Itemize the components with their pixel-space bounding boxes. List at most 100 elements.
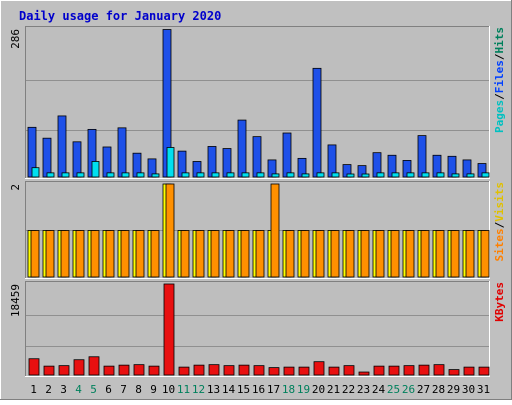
bar-kbytes-day-23 [358,371,370,376]
x-tick-label: 7 [120,383,127,396]
x-tick-label: 30 [462,383,475,396]
legend-entry: Pages [493,100,506,133]
panel-bars [28,283,490,376]
bar-sites-day-4 [75,230,85,278]
bar-pages-day-11 [181,172,190,178]
x-tick-label: 31 [477,383,490,396]
x-tick-label: 23 [357,383,370,396]
bar-pages-day-9 [151,173,160,178]
panel-legend: Sites/Visits [493,182,506,262]
bar-pages-day-30 [466,173,475,178]
bar-pages-day-23 [361,173,370,178]
bar-pages-day-6 [106,172,115,178]
bar-kbytes-day-24 [373,365,385,376]
legend-entry: / [493,221,506,228]
bar-pages-day-19 [301,173,310,178]
bar-sites-day-29 [450,230,460,278]
x-tick-label: 16 [252,383,265,396]
x-tick-label: 5 [90,383,97,396]
bar-sites-day-24 [375,230,385,278]
bar-files-day-4 [72,141,82,178]
bar-pages-day-18 [286,172,295,178]
bar-sites-day-28 [435,230,445,278]
x-tick-label: 29 [447,383,460,396]
bar-kbytes-day-18 [283,366,295,376]
bar-pages-day-13 [211,172,220,178]
bar-files-day-2 [42,137,52,178]
x-tick-label: 17 [267,383,280,396]
bar-pages-day-5 [91,161,100,178]
x-tick-label: 3 [60,383,67,396]
bar-files-day-13 [207,146,217,178]
bar-kbytes-day-31 [478,366,490,376]
x-tick-label: 12 [192,383,205,396]
legend-entry: / [493,93,506,100]
x-tick-label: 4 [75,383,82,396]
x-tick-label: 11 [177,383,190,396]
bar-pages-day-27 [421,172,430,178]
bar-sites-day-13 [210,230,220,278]
bar-sites-day-26 [405,230,415,278]
x-tick-label: 19 [297,383,310,396]
bar-files-day-21 [327,144,337,178]
x-tick-label: 26 [402,383,415,396]
y-max-label: 286 [9,29,22,49]
x-tick-label: 15 [237,383,250,396]
bar-kbytes-day-29 [448,369,460,376]
legend-entry: KBytes [493,282,506,322]
bar-pages-day-1 [31,167,40,178]
bar-pages-day-25 [391,172,400,178]
panel-visits_sites: 2 Sites/Visits [9,181,506,279]
bar-pages-day-2 [46,172,55,178]
bar-pages-day-28 [436,172,445,178]
bar-pages-day-31 [481,172,490,178]
bar-files-day-20 [312,67,322,178]
bar-sites-day-21 [330,230,340,278]
legend-entry: Visits [493,182,506,222]
bar-files-day-16 [252,136,262,178]
bar-kbytes-day-8 [133,364,145,376]
bar-kbytes-day-7 [118,364,130,376]
x-tick-label: 18 [282,383,295,396]
bar-kbytes-day-11 [178,366,190,376]
bar-sites-day-22 [345,230,355,278]
bar-kbytes-day-2 [43,365,55,376]
bar-pages-day-3 [61,172,70,178]
bar-kbytes-day-19 [298,366,310,376]
bar-sites-day-16 [255,230,265,278]
bar-sites-day-1 [30,230,40,278]
bar-pages-day-21 [331,172,340,178]
legend-entry: / [493,53,506,60]
bar-sites-day-11 [180,230,190,278]
legend-entry: Files [493,60,506,93]
bar-sites-day-3 [60,230,70,278]
bar-pages-day-17 [271,173,280,178]
x-tick-label: 8 [135,383,142,396]
x-tick-label: 13 [207,383,220,396]
legend-entry: Hits [493,27,506,54]
bar-files-day-7 [117,127,127,178]
x-tick-label: 25 [387,383,400,396]
bar-kbytes-day-16 [253,365,265,376]
x-tick-label: 28 [432,383,445,396]
bar-pages-day-24 [376,172,385,178]
bar-sites-day-8 [135,230,145,278]
y-max-label: 2 [9,184,22,191]
x-tick-label: 10 [162,383,175,396]
bar-kbytes-day-30 [463,366,475,376]
bar-sites-day-15 [240,230,250,278]
bar-kbytes-day-12 [193,364,205,376]
y-max-label: 18459 [9,284,22,317]
bar-files-day-18 [282,132,292,178]
bar-kbytes-day-6 [103,365,115,376]
bar-files-day-3 [57,115,67,178]
x-tick-label: 24 [372,383,386,396]
bar-sites-day-10 [165,183,175,278]
bar-sites-day-23 [360,230,370,278]
x-tick-label: 9 [150,383,157,396]
bar-kbytes-day-5 [88,356,100,376]
panel-legend: KBytes [493,282,506,322]
panel-bars [27,183,490,278]
